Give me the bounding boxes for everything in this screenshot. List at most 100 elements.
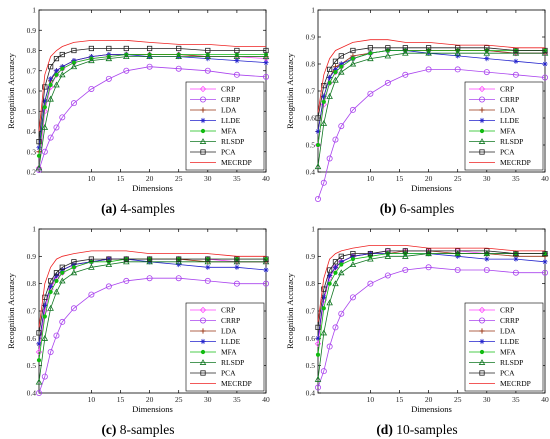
x-tick-label: 25 — [175, 395, 183, 404]
series-line-pca — [317, 47, 545, 119]
panel-caption: (a) 4-samples — [101, 201, 175, 216]
data-point-rlsdp — [47, 95, 54, 102]
series-line-pca — [38, 258, 266, 333]
legend-label-crrp: CRRP — [500, 316, 519, 325]
series-pca — [315, 45, 548, 121]
data-point-llde — [455, 53, 461, 59]
data-point-rlsdp — [454, 49, 461, 56]
series-crrp — [314, 264, 549, 391]
series-pca — [36, 45, 269, 145]
data-point-mfa — [315, 142, 321, 148]
legend-marker-rlsdp — [478, 138, 486, 144]
data-point-rlsdp — [483, 49, 491, 56]
y-tick-label: 0.6 — [306, 334, 316, 343]
legend-marker-crrp — [478, 96, 485, 103]
data-point-crrp — [384, 272, 391, 279]
y-tick-label: 1 — [311, 225, 315, 234]
data-point-rlsdp — [35, 164, 43, 171]
data-point-mfa — [36, 358, 42, 363]
legend-label-lda: LDA — [221, 106, 237, 115]
legend-label-llde: LLDE — [221, 116, 241, 125]
data-point-llde — [327, 74, 333, 81]
legend-marker-mfa — [200, 128, 206, 134]
data-point-llde — [263, 60, 269, 66]
series-crrp — [36, 63, 269, 173]
data-point-crrp — [338, 310, 345, 317]
data-point-crrp — [204, 277, 211, 284]
series-pca — [36, 256, 269, 336]
data-point-crrp — [512, 269, 519, 276]
data-point-pca — [402, 248, 408, 254]
y-tick-label: 0.9 — [306, 252, 316, 261]
data-point-mfa — [48, 289, 53, 294]
legend-marker-llde — [479, 117, 485, 124]
series-line-mecrdp — [317, 244, 545, 322]
legend-marker-llde — [200, 338, 206, 345]
data-point-crrp — [175, 275, 182, 282]
data-point-pca — [106, 45, 112, 52]
x-tick-label: 10 — [367, 174, 375, 183]
series-mecrdp — [317, 39, 545, 113]
data-point-pca — [327, 267, 333, 273]
legend-marker-llde — [200, 117, 206, 124]
chart-panel-1: 0.2 0.3 0.4 0.5 0.6 0.7 0.8 0.9 1 10 15 20 25 30 35 40 D… — [6, 6, 270, 217]
x-tick-label: 15 — [117, 395, 125, 404]
y-tick-label: 0.2 — [27, 168, 37, 177]
series-line-llde — [38, 258, 267, 344]
data-point-llde — [332, 264, 339, 270]
data-point-crrp — [326, 343, 333, 350]
data-point-crrp — [36, 389, 43, 396]
panel-caption: (b) 6-samples — [380, 201, 455, 216]
legend-marker-crrp — [478, 317, 485, 324]
y-tick-label: 0.5 — [27, 107, 37, 116]
legend-label-llde: LLDE — [221, 337, 241, 346]
series-line-pca — [317, 250, 545, 328]
data-point-rlsdp — [53, 81, 60, 88]
x-axis-label: Dimensions — [132, 183, 173, 193]
y-tick-label: 0.6 — [27, 87, 37, 96]
y-tick-label: 0.8 — [27, 279, 37, 288]
series-line-pca — [38, 48, 266, 142]
data-point-llde — [36, 145, 42, 151]
y-tick-label: 0.8 — [306, 279, 316, 288]
data-point-pca — [484, 248, 490, 254]
legend-marker-pca — [479, 149, 485, 155]
panel-caption: (c) 8-samples — [101, 422, 174, 437]
series-pca — [315, 248, 548, 331]
legend-marker-rlsdp — [199, 138, 207, 144]
y-tick-label: 0.5 — [27, 361, 37, 370]
y-tick-label: 0.3 — [27, 147, 37, 156]
legend-marker-llde — [479, 338, 485, 345]
data-point-crrp — [320, 179, 327, 186]
legend-label-mecrdp: MECRDP — [500, 158, 531, 167]
data-point-rlsdp — [41, 124, 49, 130]
legend-marker-crp — [199, 85, 207, 93]
legend-label-lda: LDA — [500, 327, 516, 336]
data-point-mfa — [333, 69, 338, 75]
caption-text: 6-samples — [396, 201, 454, 216]
data-point-pca — [36, 139, 42, 145]
panel-caption: (d) 10-samples — [376, 422, 457, 437]
y-axis-label: Recognition Accuracy — [285, 272, 295, 349]
data-point-crrp — [332, 136, 339, 143]
y-tick-label: 0.6 — [27, 334, 37, 343]
data-point-crrp — [338, 123, 345, 130]
x-tick-label: 40 — [262, 174, 270, 183]
data-point-crrp — [262, 73, 269, 80]
y-tick-label: 1 — [32, 6, 36, 15]
data-point-crrp — [332, 324, 339, 331]
data-point-crrp — [454, 266, 461, 273]
x-tick-label: 15 — [396, 174, 404, 183]
series-line-rlsdp — [38, 56, 266, 168]
x-tick-label: 15 — [396, 395, 404, 404]
series-line-rlsdp — [38, 261, 266, 383]
data-point-mfa — [339, 64, 344, 69]
y-axis-label: Recognition Accuracy — [285, 52, 295, 129]
data-point-crrp — [402, 266, 409, 273]
data-point-pca — [123, 256, 129, 262]
data-point-crrp — [349, 294, 356, 301]
data-point-mfa — [315, 352, 321, 357]
data-point-pca — [53, 270, 60, 276]
data-point-crrp — [59, 114, 66, 121]
data-point-rlsdp — [349, 60, 357, 67]
